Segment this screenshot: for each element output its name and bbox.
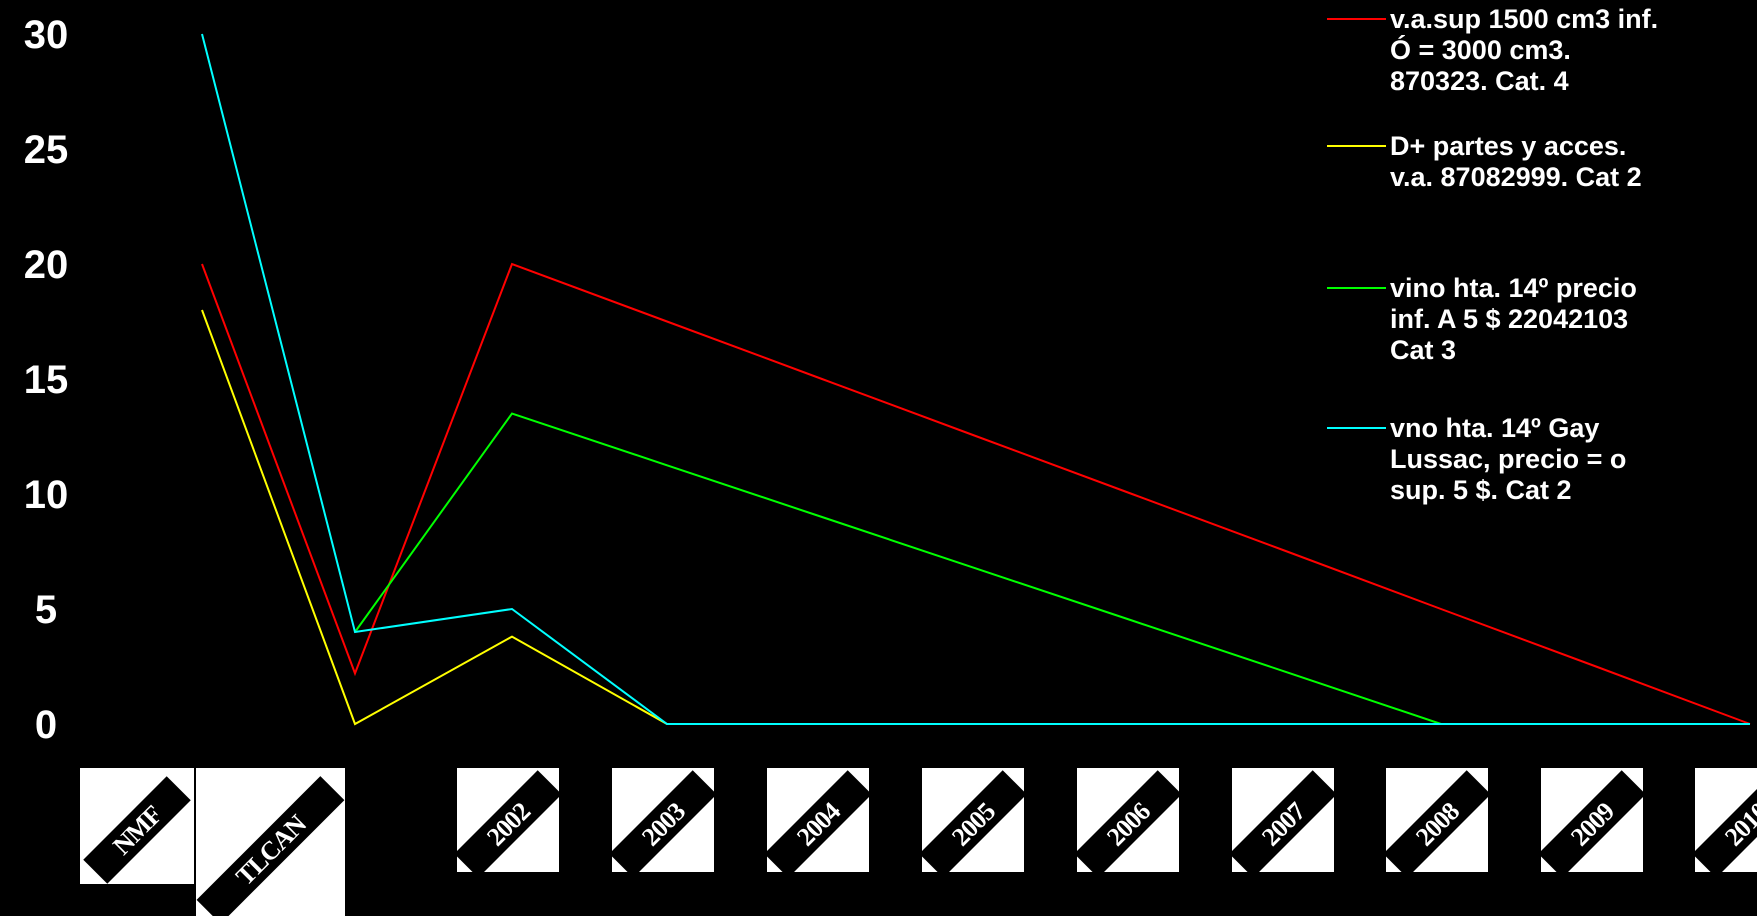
x-tick-8: 2007 bbox=[1229, 768, 1337, 878]
y-tick-label: 5 bbox=[35, 588, 57, 632]
x-tick-4: 2003 bbox=[609, 768, 717, 878]
y-tick-label: 0 bbox=[35, 703, 57, 747]
x-tick-3: 2002 bbox=[454, 768, 562, 878]
legend-label: vno hta. 14º Gay bbox=[1390, 413, 1599, 443]
series-line-4 bbox=[201, 33, 1750, 725]
x-tick-10: 2009 bbox=[1538, 768, 1646, 878]
x-tick-band bbox=[609, 770, 717, 878]
x-tick-band bbox=[1229, 770, 1337, 878]
series-line-1 bbox=[201, 262, 1751, 725]
legend-label: Lussac, precio = o bbox=[1390, 444, 1626, 474]
x-tick-band bbox=[196, 776, 345, 916]
y-tick-label: 20 bbox=[24, 243, 69, 287]
x-tick-band bbox=[1538, 770, 1646, 878]
x-tick-11: 2010 bbox=[1692, 768, 1757, 878]
y-tick-label: 25 bbox=[24, 128, 69, 172]
x-tick-band bbox=[83, 776, 191, 884]
y-tick-label: 10 bbox=[24, 473, 69, 517]
legend-entry-2: D+ partes y acces.v.a. 87082999. Cat 2 bbox=[1327, 131, 1642, 192]
y-axis-ticks: 0 5 10 15 20 25 30 bbox=[24, 13, 69, 747]
legend-label: inf. A 5 $ 22042103 bbox=[1390, 304, 1628, 334]
legend-label: vino hta. 14º precio bbox=[1390, 273, 1637, 303]
x-tick-6: 2005 bbox=[919, 768, 1027, 878]
x-tick-band bbox=[454, 770, 562, 878]
x-tick-band bbox=[1692, 770, 1757, 878]
x-tick-band bbox=[919, 770, 1027, 878]
legend-label: Ó = 3000 cm3. bbox=[1390, 34, 1571, 65]
legend: v.a.sup 1500 cm3 inf.Ó = 3000 cm3.870323… bbox=[1327, 4, 1658, 505]
legend-label: Cat 3 bbox=[1390, 335, 1456, 365]
x-tick-band bbox=[764, 770, 872, 878]
y-tick-label: 30 bbox=[24, 13, 69, 57]
x-tick-5: 2004 bbox=[764, 768, 872, 878]
legend-entry-1: v.a.sup 1500 cm3 inf.Ó = 3000 cm3.870323… bbox=[1327, 4, 1658, 96]
x-tick-band bbox=[1383, 770, 1491, 878]
legend-label: 870323. Cat. 4 bbox=[1390, 66, 1569, 96]
x-tick-1: NMF bbox=[80, 768, 194, 884]
x-tick-9: 2008 bbox=[1383, 768, 1491, 878]
x-tick-7: 2006 bbox=[1074, 768, 1182, 878]
x-tick-2: TLCAN bbox=[196, 768, 345, 916]
plot-area bbox=[201, 33, 1751, 726]
y-tick-label: 15 bbox=[24, 358, 69, 402]
legend-label: D+ partes y acces. bbox=[1390, 131, 1626, 161]
legend-label: v.a.sup 1500 cm3 inf. bbox=[1390, 4, 1658, 34]
legend-label: v.a. 87082999. Cat 2 bbox=[1390, 162, 1642, 192]
x-tick-band bbox=[1074, 770, 1182, 878]
legend-label: sup. 5 $. Cat 2 bbox=[1390, 475, 1572, 505]
series-line-2 bbox=[201, 309, 1750, 726]
x-axis-labels: NMF TLCAN 2002 2003 2004 2005 2006 2007 2008 2009… bbox=[80, 768, 1757, 916]
